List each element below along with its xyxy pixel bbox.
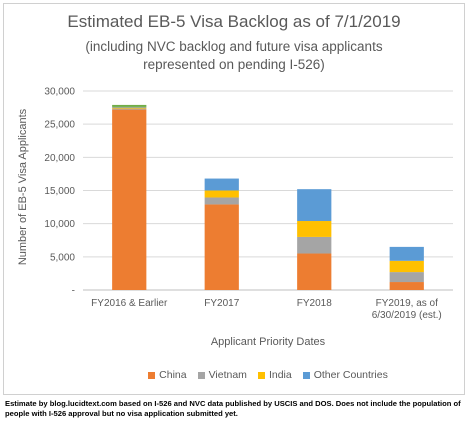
- bar-vietnam: [112, 108, 147, 110]
- y-tick-label: 10,000: [44, 219, 75, 230]
- bar-india: [297, 221, 332, 237]
- y-tick-label: 20,000: [44, 153, 75, 164]
- legend-swatch-vietnam: [197, 371, 205, 379]
- legend-label-vietnam: Vietnam: [208, 369, 247, 381]
- bar-china: [297, 253, 332, 290]
- x-tick-label: FY2018: [297, 298, 332, 309]
- bar-other-countries: [297, 189, 332, 222]
- bar-vietnam: [204, 197, 239, 205]
- legend-item-other-countries: Other Countries: [302, 369, 388, 381]
- legend-item-india: India: [257, 369, 292, 381]
- bar-china: [389, 282, 424, 290]
- bar-other-countries: [389, 246, 424, 261]
- legend-label-china: China: [159, 369, 187, 381]
- y-axis-label: Number of EB-5 Visa Applicants: [17, 108, 29, 266]
- x-tick-label: FY2017: [204, 298, 239, 309]
- legend: China Vietnam India Other Countries: [83, 369, 453, 381]
- legend-item-china: China: [148, 369, 187, 381]
- chart-frame: [3, 3, 465, 395]
- x-tick-label: FY2016 & Earlier: [91, 298, 168, 309]
- legend-swatch-india: [257, 371, 265, 379]
- x-tick-label: 6/30/2019 (est.): [372, 310, 442, 321]
- bar-india: [204, 190, 239, 198]
- chart-title: Estimated EB-5 Visa Backlog as of 7/1/20…: [67, 12, 401, 31]
- legend-item-vietnam: Vietnam: [197, 369, 247, 381]
- bar-vietnam: [297, 236, 332, 254]
- bar-india: [112, 107, 147, 109]
- x-axis-label: Applicant Priority Dates: [210, 336, 326, 348]
- bar-china: [112, 109, 147, 290]
- bar-china: [204, 204, 239, 290]
- y-tick-label: 30,000: [44, 87, 75, 98]
- subtitle-line-1: (including NVC backlog and future visa a…: [85, 39, 383, 54]
- footnote: Estimate by blog.lucidtext.com based on …: [5, 399, 461, 418]
- y-tick-label: 15,000: [44, 186, 75, 197]
- subtitle-line-2: represented on pending I-526): [143, 57, 325, 72]
- y-tick-label: 5,000: [50, 252, 75, 263]
- bar-vietnam: [389, 272, 424, 283]
- legend-label-other-countries: Other Countries: [313, 369, 388, 381]
- chart-subtitle: (including NVC backlog and future visa a…: [3, 38, 465, 74]
- bar-other-countries: [204, 178, 239, 191]
- bar-other-countries: [112, 106, 147, 108]
- legend-swatch-china: [148, 371, 156, 379]
- bar-india: [389, 260, 424, 273]
- legend-swatch-other-countries: [302, 371, 310, 379]
- y-tick-label: -: [72, 286, 75, 297]
- legend-label-india: India: [268, 369, 292, 381]
- x-tick-label: FY2019, as of: [376, 298, 438, 309]
- y-tick-label: 25,000: [44, 120, 75, 131]
- bar-cap: [112, 104, 147, 107]
